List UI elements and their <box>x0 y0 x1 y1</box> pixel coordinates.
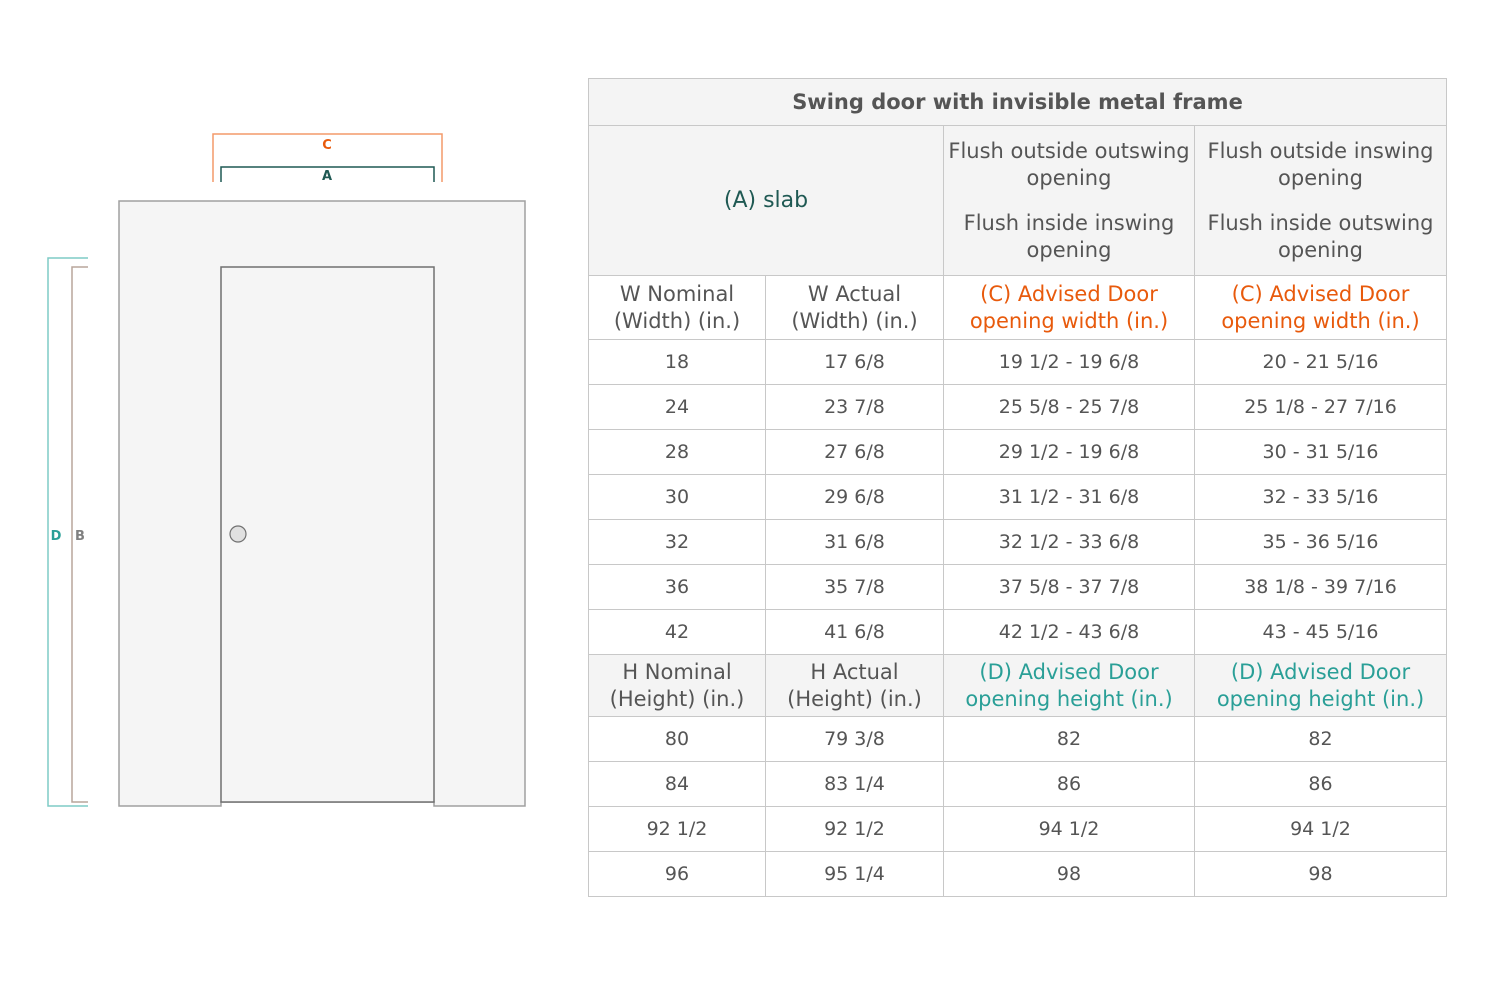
table-cell: 98 <box>943 851 1195 897</box>
table-cell: 38 1/8 - 39 7/16 <box>1194 564 1447 610</box>
column-header: H Actual (Height) (in.) <box>765 654 944 717</box>
table-cell: 82 <box>1194 716 1447 762</box>
table-cell: 29 6/8 <box>765 474 944 520</box>
dimension-d-label: D <box>51 529 62 544</box>
table-title: Swing door with invisible metal frame <box>588 78 1447 126</box>
column-header: (D) Advised Door opening height (in.) <box>943 654 1195 717</box>
table-row: 30 29 6/8 31 1/2 - 31 6/8 32 - 33 5/16 <box>588 474 1447 520</box>
opening-type-bottom: Flush inside outswing opening <box>1207 210 1434 262</box>
table-cell: 43 - 45 5/16 <box>1194 609 1447 655</box>
table-row: 28 27 6/8 29 1/2 - 19 6/8 30 - 31 5/16 <box>588 429 1447 475</box>
table-row: 18 17 6/8 19 1/2 - 19 6/8 20 - 21 5/16 <box>588 339 1447 385</box>
table-cell: 94 1/2 <box>1194 806 1447 852</box>
table-cell: 25 5/8 - 25 7/8 <box>943 384 1195 430</box>
table-cell: 30 <box>588 474 766 520</box>
dimension-c-label: C <box>322 138 332 153</box>
table-row: 84 83 1/4 86 86 <box>588 761 1447 807</box>
door-slab <box>220 266 435 803</box>
door-size-table: Swing door with invisible metal frame (A… <box>588 78 1447 897</box>
table-cell: 42 <box>588 609 766 655</box>
table-cell: 86 <box>1194 761 1447 807</box>
table-cell: 95 1/4 <box>765 851 944 897</box>
table-row: 42 41 6/8 42 1/2 - 43 6/8 43 - 45 5/16 <box>588 609 1447 655</box>
table-cell: 92 1/2 <box>765 806 944 852</box>
table-cell: 24 <box>588 384 766 430</box>
dimension-b-bracket <box>71 266 88 803</box>
table-cell: 27 6/8 <box>765 429 944 475</box>
table-cell: 19 1/2 - 19 6/8 <box>943 339 1195 385</box>
dimension-b-label: B <box>75 529 85 544</box>
dimension-c-bracket <box>212 133 443 182</box>
table-cell: 41 6/8 <box>765 609 944 655</box>
dimension-a-bracket <box>220 166 435 182</box>
table-cell: 30 - 31 5/16 <box>1194 429 1447 475</box>
table-cell: 20 - 21 5/16 <box>1194 339 1447 385</box>
table-cell: 36 <box>588 564 766 610</box>
opening-type-header-2: Flush outside inswing opening Flush insi… <box>1194 125 1447 276</box>
table-cell: 35 7/8 <box>765 564 944 610</box>
table-cell: 25 1/8 - 27 7/16 <box>1194 384 1447 430</box>
table-cell: 29 1/2 - 19 6/8 <box>943 429 1195 475</box>
column-header: (D) Advised Door opening height (in.) <box>1194 654 1447 717</box>
opening-type-top: Flush outside inswing opening <box>1207 138 1434 190</box>
slab-header: (A) slab <box>588 125 944 276</box>
table-cell: 32 <box>588 519 766 565</box>
table-cell: 42 1/2 - 43 6/8 <box>943 609 1195 655</box>
table-cell: 98 <box>1194 851 1447 897</box>
table-row: 24 23 7/8 25 5/8 - 25 7/8 25 1/8 - 27 7/16 <box>588 384 1447 430</box>
table-cell: 35 - 36 5/16 <box>1194 519 1447 565</box>
column-header: (C) Advised Door opening width (in.) <box>943 275 1195 340</box>
table-cell: 32 1/2 - 33 6/8 <box>943 519 1195 565</box>
height-header-row: H Nominal (Height) (in.) H Actual (Heigh… <box>588 654 1447 717</box>
dimension-d-bracket <box>47 257 88 807</box>
table-cell: 83 1/4 <box>765 761 944 807</box>
table-cell: 94 1/2 <box>943 806 1195 852</box>
door-handle <box>229 525 247 543</box>
table-row: 36 35 7/8 37 5/8 - 37 7/8 38 1/8 - 39 7/16 <box>588 564 1447 610</box>
column-header: (C) Advised Door opening width (in.) <box>1194 275 1447 340</box>
table-cell: 31 1/2 - 31 6/8 <box>943 474 1195 520</box>
table-cell: 80 <box>588 716 766 762</box>
table-cell: 23 7/8 <box>765 384 944 430</box>
table-cell: 84 <box>588 761 766 807</box>
column-header: W Nominal (Width) (in.) <box>588 275 766 340</box>
table-cell: 31 6/8 <box>765 519 944 565</box>
table-row: 96 95 1/4 98 98 <box>588 851 1447 897</box>
table-cell: 82 <box>943 716 1195 762</box>
opening-type-top: Flush outside outswing opening <box>948 138 1190 190</box>
column-header: H Nominal (Height) (in.) <box>588 654 766 717</box>
table-cell: 37 5/8 - 37 7/8 <box>943 564 1195 610</box>
width-header-row: W Nominal (Width) (in.) W Actual (Width)… <box>588 275 1447 340</box>
table-cell: 28 <box>588 429 766 475</box>
table-row: 32 31 6/8 32 1/2 - 33 6/8 35 - 36 5/16 <box>588 519 1447 565</box>
table-cell: 32 - 33 5/16 <box>1194 474 1447 520</box>
opening-type-header-1: Flush outside outswing opening Flush ins… <box>943 125 1195 276</box>
column-header: W Actual (Width) (in.) <box>765 275 944 340</box>
table-cell: 17 6/8 <box>765 339 944 385</box>
table-cell: 79 3/8 <box>765 716 944 762</box>
dimension-a-label: A <box>322 169 332 184</box>
table-cell: 86 <box>943 761 1195 807</box>
table-row: 80 79 3/8 82 82 <box>588 716 1447 762</box>
table-row: 92 1/2 92 1/2 94 1/2 94 1/2 <box>588 806 1447 852</box>
table-cell: 96 <box>588 851 766 897</box>
table-cell: 18 <box>588 339 766 385</box>
opening-type-bottom: Flush inside inswing opening <box>963 210 1175 262</box>
table-cell: 92 1/2 <box>588 806 766 852</box>
